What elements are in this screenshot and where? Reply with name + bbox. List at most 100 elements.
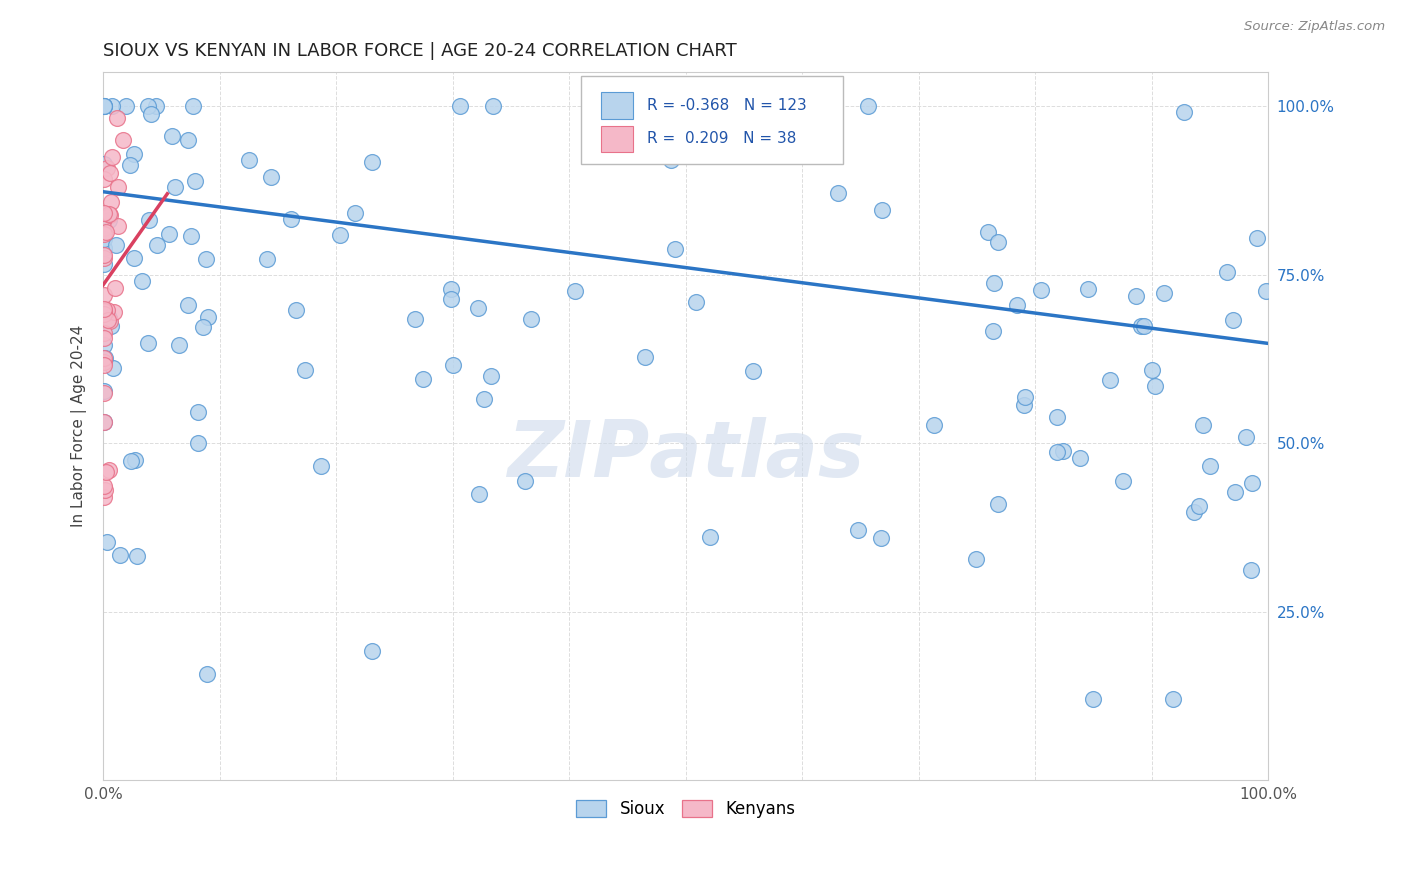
Point xyxy=(1031,283,1053,297)
Point xyxy=(177,133,200,147)
Point xyxy=(100,99,122,113)
Point xyxy=(856,99,879,113)
Point xyxy=(125,549,148,564)
Point xyxy=(981,324,1004,338)
Point xyxy=(93,479,115,493)
Point xyxy=(361,644,384,658)
Point xyxy=(139,107,162,121)
Point xyxy=(1077,281,1099,295)
Point xyxy=(187,405,209,419)
Legend: Sioux, Kenyans: Sioux, Kenyans xyxy=(569,794,801,825)
Point xyxy=(94,351,117,366)
Text: R =  0.209   N = 38: R = 0.209 N = 38 xyxy=(647,131,797,146)
Point xyxy=(344,205,367,219)
Point xyxy=(827,186,849,201)
Point xyxy=(157,227,180,242)
Point xyxy=(449,99,471,113)
Point xyxy=(1083,692,1105,706)
Point xyxy=(659,153,682,167)
Point xyxy=(870,531,893,545)
Point xyxy=(131,274,153,288)
Point xyxy=(93,287,115,301)
Point xyxy=(93,337,115,351)
Point xyxy=(1125,289,1147,303)
Point xyxy=(1192,417,1215,432)
Point xyxy=(94,483,117,497)
Point xyxy=(160,129,183,144)
Point xyxy=(976,225,998,239)
Point xyxy=(1133,319,1156,334)
Point xyxy=(193,319,215,334)
Point xyxy=(1241,476,1264,491)
Text: Source: ZipAtlas.com: Source: ZipAtlas.com xyxy=(1244,20,1385,33)
Point xyxy=(467,301,489,316)
Point xyxy=(93,307,115,321)
Point xyxy=(97,313,120,327)
Point xyxy=(1045,409,1067,424)
Point xyxy=(93,304,115,318)
Point xyxy=(177,298,200,312)
Point xyxy=(101,150,124,164)
Point xyxy=(987,497,1010,511)
Point xyxy=(1099,373,1122,387)
Point xyxy=(104,281,127,295)
Point xyxy=(93,415,115,429)
Bar xyxy=(600,126,633,153)
Point xyxy=(441,359,464,373)
Point xyxy=(1182,505,1205,519)
Point xyxy=(103,305,125,319)
Point xyxy=(284,302,307,317)
Bar xyxy=(600,92,633,120)
Point xyxy=(404,311,426,326)
Point xyxy=(329,227,352,242)
Point xyxy=(93,384,115,399)
Point xyxy=(238,153,260,168)
Point xyxy=(93,99,115,113)
Text: SIOUX VS KENYAN IN LABOR FORCE | AGE 20-24 CORRELATION CHART: SIOUX VS KENYAN IN LABOR FORCE | AGE 20-… xyxy=(103,42,737,60)
Point xyxy=(93,241,115,255)
Point xyxy=(169,337,191,351)
Point xyxy=(519,311,541,326)
Point xyxy=(96,225,118,239)
Point xyxy=(96,534,118,549)
Point xyxy=(1254,284,1277,298)
Point xyxy=(1188,500,1211,514)
Point xyxy=(1234,430,1257,444)
Point xyxy=(100,194,122,209)
Point xyxy=(100,319,122,334)
Point xyxy=(122,146,145,161)
Point xyxy=(1198,459,1220,474)
Point xyxy=(136,99,159,113)
Point xyxy=(145,99,167,113)
Point xyxy=(846,523,869,537)
Point xyxy=(1153,286,1175,301)
Point xyxy=(93,227,115,241)
Point xyxy=(118,158,141,172)
Point xyxy=(93,172,115,186)
Point xyxy=(180,229,202,244)
Point xyxy=(440,282,463,296)
Point xyxy=(184,173,207,187)
Point xyxy=(360,154,382,169)
Point xyxy=(1111,474,1133,488)
Text: R = -0.368   N = 123: R = -0.368 N = 123 xyxy=(647,98,807,113)
Point xyxy=(1140,362,1163,376)
Point xyxy=(965,552,987,566)
Point xyxy=(1129,318,1152,333)
Point xyxy=(93,248,115,262)
Point xyxy=(93,326,115,340)
Point xyxy=(93,358,115,372)
Point xyxy=(922,418,945,433)
Point xyxy=(105,237,128,252)
Point xyxy=(115,99,138,113)
Point xyxy=(98,463,121,477)
Point xyxy=(98,208,121,222)
Point xyxy=(195,667,218,681)
Point xyxy=(1161,692,1184,706)
Point xyxy=(105,112,128,126)
Point xyxy=(479,369,502,384)
FancyBboxPatch shape xyxy=(581,76,844,164)
Point xyxy=(101,360,124,375)
Point xyxy=(412,371,434,385)
Point xyxy=(468,486,491,500)
